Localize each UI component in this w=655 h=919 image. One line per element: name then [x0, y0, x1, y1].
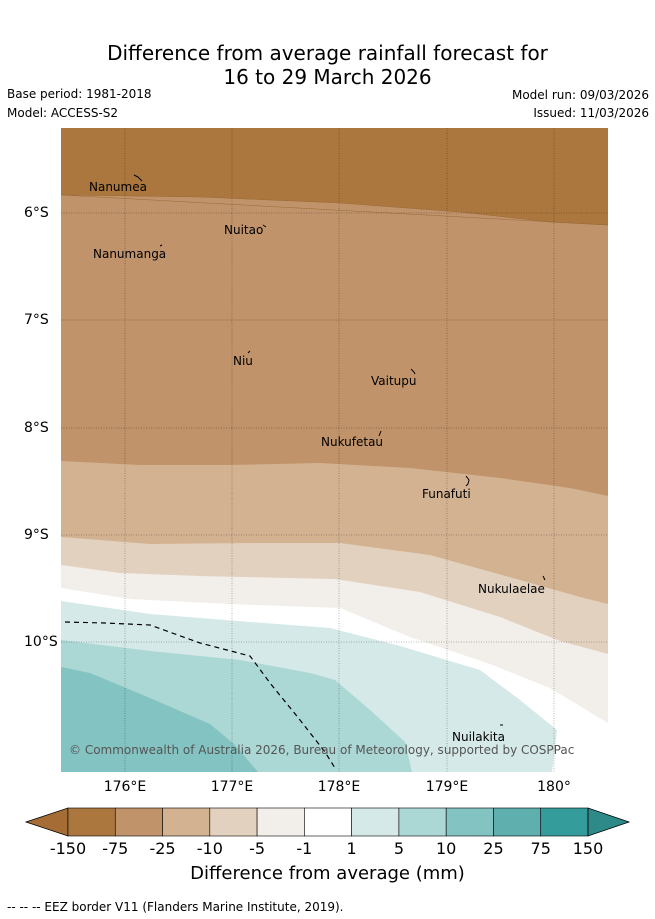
lat-tick-label: 9°S: [24, 527, 49, 543]
colorbar-swatch: [445, 807, 494, 837]
base-period: Base period: 1981-2018: [7, 87, 152, 101]
band-25: [61, 667, 258, 772]
colorbar-swatch: [256, 807, 305, 837]
colorbar-tick-label: -1: [296, 839, 313, 858]
island-shapes: [133, 174, 546, 726]
lat-tick-label: 8°S: [24, 420, 49, 436]
place-label-nukufetau: Nukufetau: [321, 435, 384, 449]
colorbar-tick-label: 75: [530, 839, 551, 858]
place-label-funafuti: Funafuti: [422, 487, 471, 501]
lat-tick-label: 6°S: [24, 205, 49, 221]
colorbar-swatch: [304, 807, 352, 837]
place-label-vaitupu: Vaitupu: [371, 374, 417, 388]
colorbar-tick-label: -75: [102, 839, 129, 858]
colorbar-tick-label: 25: [483, 839, 504, 858]
eez-border-line: [64, 621, 336, 769]
lon-tick-label: 180°: [537, 779, 571, 795]
place-label-nuitao: Nuitao: [224, 223, 264, 237]
graticule: [61, 128, 608, 772]
colorbar: [24, 807, 631, 837]
colorbar-tick-label: -150: [49, 839, 87, 858]
colorbar-under-arrow: [24, 807, 69, 837]
colorbar-tick-label: 5: [393, 839, 404, 858]
copyright-notice: © Commonwealth of Australia 2026, Bureau…: [69, 743, 575, 757]
footer-eez-note: -- -- -- EEZ border V11 (Flanders Marine…: [7, 900, 344, 914]
colorbar-over-arrow: [587, 807, 631, 837]
place-label-nuilakita: Nuilakita: [452, 730, 505, 744]
title-line-1: Difference from average rainfall forecas…: [107, 41, 548, 65]
lon-tick-label: 179°E: [425, 779, 469, 795]
place-label-nukulaelae: Nukulaelae: [478, 582, 545, 596]
colorbar-swatch: [114, 807, 163, 837]
colorbar-swatch: [351, 807, 400, 837]
issued-date: Issued: 11/03/2026: [533, 106, 649, 120]
place-label-nanumea: Nanumea: [89, 180, 147, 194]
lon-tick-label: 178°E: [317, 779, 361, 795]
place-label-niu: Niu: [233, 354, 253, 368]
colorbar-label: Difference from average (mm): [190, 863, 465, 884]
colorbar-swatch: [493, 807, 542, 837]
lat-tick-label: 10°S: [24, 634, 58, 650]
lat-tick-label: 7°S: [24, 312, 49, 328]
colorbar-tick-label: -10: [196, 839, 223, 858]
colorbar-tick-label: 150: [572, 839, 604, 858]
colorbar-swatch: [67, 807, 116, 837]
place-label-nanumanga: Nanumanga: [93, 247, 167, 261]
lon-tick-label: 176°E: [103, 779, 147, 795]
lon-tick-label: 177°E: [210, 779, 254, 795]
colorbar-tick-label: 10: [435, 839, 457, 858]
colorbar-tick-label: 1: [346, 839, 357, 858]
colorbar-swatch: [540, 807, 589, 837]
model-name: Model: ACCESS-S2: [7, 106, 119, 120]
colorbar-tick-label: -25: [149, 839, 176, 858]
colorbar-tick-label: -5: [249, 839, 266, 858]
colorbar-swatch: [398, 807, 447, 837]
colorbar-swatch: [162, 807, 211, 837]
title-line-2: 16 to 29 March 2026: [223, 65, 432, 89]
colorbar-swatch: [209, 807, 258, 837]
model-run: Model run: 09/03/2026: [511, 88, 649, 102]
